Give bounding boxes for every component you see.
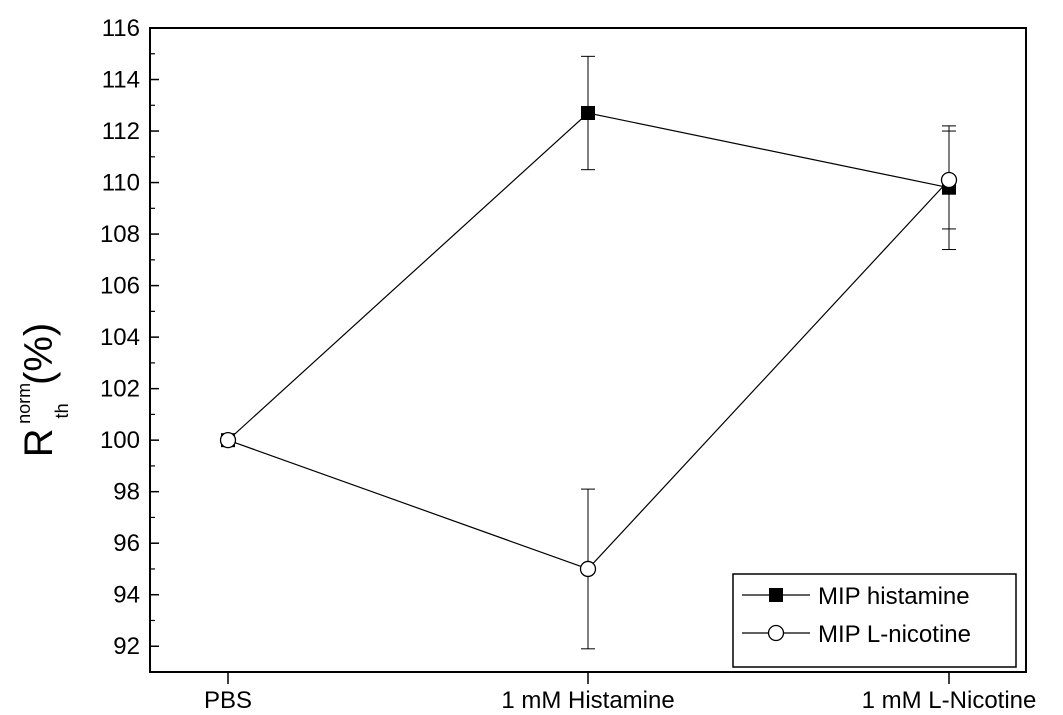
data-point-circle [219, 432, 237, 449]
data-point-square [581, 106, 595, 121]
y-axis-label-unit: (%) [17, 323, 61, 385]
y-tick-label: 104 [100, 324, 140, 351]
x-tick-label: 1 mM Histamine [501, 687, 674, 714]
y-tick-label: 92 [113, 633, 140, 660]
svg-text:R norm th: R norm th (%) [14, 323, 72, 458]
y-tick-label: 116 [102, 15, 140, 42]
x-tick-label: PBS [204, 687, 252, 714]
y-tick-label: 98 [113, 479, 140, 506]
y-tick-label: 102 [100, 376, 140, 403]
y-axis-label-main: R [17, 428, 61, 457]
legend-marker-mip-histamine [769, 588, 783, 602]
y-tick-label: 108 [100, 221, 140, 248]
y-tick-label: 106 [100, 273, 140, 300]
legend-label-mip-histamine: MIP histamine [818, 583, 970, 610]
legend-label-mip-l-nicotine: MIP L-nicotine [818, 621, 971, 648]
y-tick-label: 114 [102, 67, 140, 94]
y-axis-label-superscript: norm [14, 383, 34, 424]
x-axis-ticks: PBS 1 mM Histamine 1 mM L-Nicotine [204, 672, 1036, 714]
y-axis-ticks: 92 94 96 98 100 102 104 106 108 110 112 114 116 [100, 15, 159, 673]
data-point-circle [579, 560, 597, 578]
y-axis-label: R norm th (%) [14, 323, 72, 458]
y-tick-label: 112 [102, 118, 140, 145]
series-layer [219, 55, 958, 650]
data-point-circle [940, 171, 958, 189]
y-axis-label-subscript: th [52, 403, 72, 418]
y-tick-label: 96 [113, 530, 140, 557]
y-tick-label: 110 [102, 170, 140, 197]
y-tick-label: 100 [100, 427, 140, 454]
chart-legend: MIP histamine MIP L-nicotine [732, 573, 1017, 668]
x-tick-label: 1 mM L-Nicotine [862, 687, 1037, 714]
legend-marker-mip-l-nicotine [767, 624, 785, 642]
y-tick-label: 94 [113, 582, 140, 609]
